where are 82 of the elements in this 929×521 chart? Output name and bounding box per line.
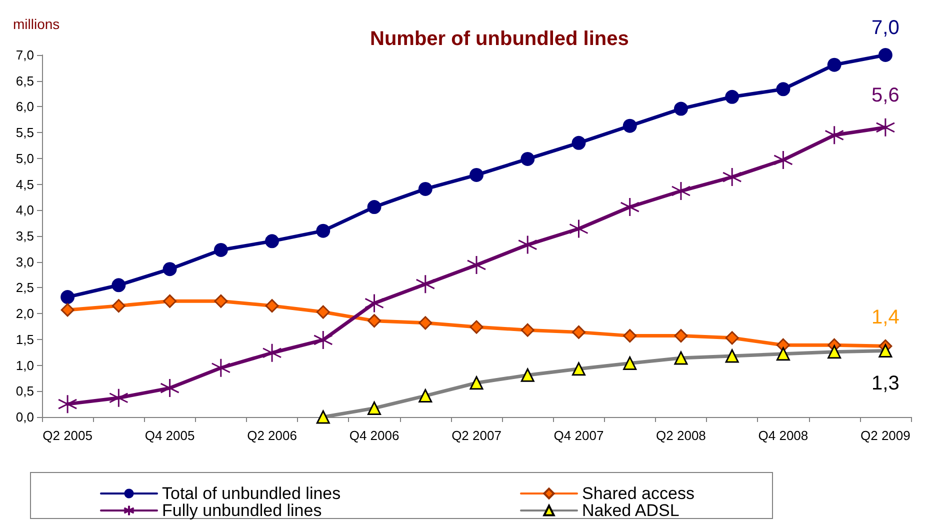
point	[163, 294, 177, 308]
point	[418, 316, 432, 330]
point	[112, 278, 126, 292]
point	[518, 235, 538, 255]
point	[520, 323, 534, 337]
point	[418, 182, 432, 196]
y-tick-label: 0,5	[16, 384, 34, 399]
y-tick-label: 1,5	[16, 332, 34, 347]
x-tick-label: Q2 2009	[860, 428, 910, 443]
y-tick-label: 4,5	[16, 176, 34, 192]
data-label: 5,6	[872, 84, 900, 107]
point	[112, 299, 126, 313]
point	[674, 102, 688, 116]
point	[725, 331, 739, 345]
y-tick-label: 6,0	[16, 99, 34, 114]
point	[364, 293, 384, 313]
point	[623, 329, 637, 343]
point	[722, 167, 742, 187]
data-label: 1,3	[872, 372, 900, 395]
x-tick-label: Q4 2005	[144, 428, 195, 443]
point	[214, 294, 228, 308]
point	[265, 234, 280, 248]
point	[620, 197, 640, 217]
point	[368, 314, 382, 328]
x-tick-label: Q2 2008	[656, 428, 706, 443]
x-tick-label: Q2 2007	[452, 428, 502, 443]
y-tick-label: 5,0	[16, 150, 34, 166]
x-tick-label: Q2 2005	[42, 428, 92, 443]
point	[313, 330, 333, 350]
chart-title: Number of unbundled lines	[370, 28, 629, 50]
point	[876, 118, 896, 138]
y-tick-label: 3,5	[16, 228, 34, 244]
point	[671, 181, 691, 201]
y-axis-title: millions	[13, 16, 60, 32]
x-tick-label: Q4 2006	[349, 428, 400, 443]
point	[262, 343, 282, 363]
point	[776, 82, 790, 96]
point	[622, 118, 637, 133]
point	[214, 242, 228, 257]
legend-label: Naked ADSL	[582, 501, 680, 520]
point	[211, 358, 231, 378]
point	[162, 262, 177, 276]
y-tick-label: 2,0	[16, 306, 34, 322]
legend-label: Total of unbundled lines	[162, 484, 341, 503]
point	[316, 305, 330, 319]
y-tick-label: 4,0	[16, 202, 34, 218]
y-tick-label: 7,0	[16, 48, 34, 62]
point	[568, 219, 588, 239]
point	[878, 48, 892, 62]
x-tick-label: Q2 2006	[247, 428, 297, 443]
y-tick-label: 6,5	[16, 73, 34, 88]
point	[416, 274, 436, 294]
point	[470, 168, 484, 182]
y-tick-label: 0,0	[16, 410, 34, 424]
point	[674, 329, 688, 343]
point	[108, 388, 128, 408]
y-tick-label: 5,5	[16, 125, 34, 140]
legend-label: Fully unbundled lines	[162, 501, 322, 520]
point	[316, 224, 330, 238]
point	[265, 299, 279, 313]
data-label: 7,0	[872, 17, 900, 39]
point	[367, 200, 382, 214]
y-tick-label: 2,5	[16, 280, 34, 296]
point	[773, 150, 793, 170]
y-tick-label: 1,0	[16, 358, 34, 373]
point	[60, 290, 75, 304]
point	[58, 394, 78, 414]
x-tick-label: Q4 2007	[554, 428, 604, 443]
point	[60, 303, 74, 317]
point	[725, 90, 740, 104]
data-label: 1,4	[872, 306, 900, 328]
point	[466, 255, 486, 275]
point	[160, 378, 180, 398]
y-tick-label: 3,0	[16, 254, 34, 270]
point	[470, 320, 484, 334]
x-tick-label: Q4 2008	[758, 428, 808, 443]
point	[572, 325, 586, 339]
point	[572, 136, 586, 150]
point	[824, 125, 844, 145]
point	[827, 58, 842, 72]
point	[520, 152, 535, 166]
legend-label: Shared access	[582, 484, 694, 503]
